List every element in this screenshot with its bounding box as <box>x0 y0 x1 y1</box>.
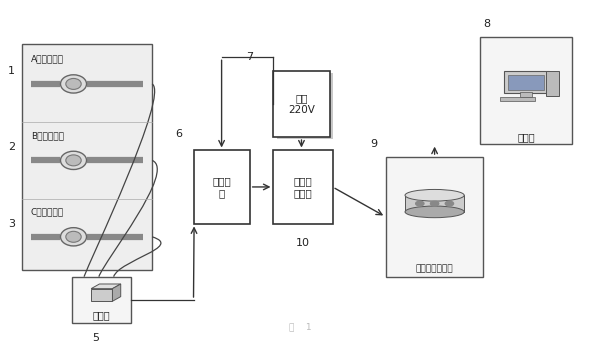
Bar <box>274 71 329 137</box>
Text: 2: 2 <box>8 142 15 152</box>
Bar <box>405 195 464 212</box>
Text: 上位机: 上位机 <box>518 132 535 142</box>
Ellipse shape <box>66 155 81 166</box>
Bar <box>194 150 250 223</box>
Ellipse shape <box>66 78 81 90</box>
Bar <box>508 75 544 91</box>
Bar <box>481 37 572 144</box>
Circle shape <box>430 201 439 206</box>
Text: B相接地电缆: B相接地电缆 <box>31 131 64 140</box>
Text: 5: 5 <box>92 333 100 343</box>
Text: 3: 3 <box>8 219 15 229</box>
Ellipse shape <box>66 231 81 242</box>
Ellipse shape <box>405 189 464 201</box>
Text: 6: 6 <box>175 129 182 139</box>
Ellipse shape <box>61 75 86 93</box>
Polygon shape <box>91 284 121 289</box>
Text: C相接地电缆: C相接地电缆 <box>31 208 64 217</box>
Text: 8: 8 <box>483 19 490 29</box>
Bar <box>22 44 152 270</box>
Ellipse shape <box>61 151 86 169</box>
Bar <box>504 71 548 93</box>
Bar <box>72 277 131 323</box>
Text: 电源
220V: 电源 220V <box>288 93 315 115</box>
Circle shape <box>445 201 454 206</box>
Text: 7: 7 <box>246 52 253 62</box>
Text: 10: 10 <box>296 238 310 248</box>
Text: 数据传
输单元: 数据传 输单元 <box>293 176 313 198</box>
Bar <box>545 71 559 96</box>
Text: A相接地电缆: A相接地电缆 <box>31 54 64 64</box>
Bar <box>520 92 532 97</box>
Bar <box>277 73 333 139</box>
Ellipse shape <box>405 206 464 218</box>
Text: 1: 1 <box>8 66 15 76</box>
Text: 路由器或交换机: 路由器或交换机 <box>416 264 454 273</box>
Bar <box>274 150 332 223</box>
Text: 集线盒: 集线盒 <box>93 311 110 321</box>
Text: 9: 9 <box>370 139 377 149</box>
Circle shape <box>416 201 424 206</box>
Polygon shape <box>112 284 121 301</box>
Bar <box>386 157 484 277</box>
Ellipse shape <box>61 228 86 246</box>
Bar <box>91 289 112 301</box>
Text: 采集单
元: 采集单 元 <box>212 176 231 198</box>
Bar <box>500 97 535 101</box>
Text: 图    1: 图 1 <box>289 322 311 331</box>
